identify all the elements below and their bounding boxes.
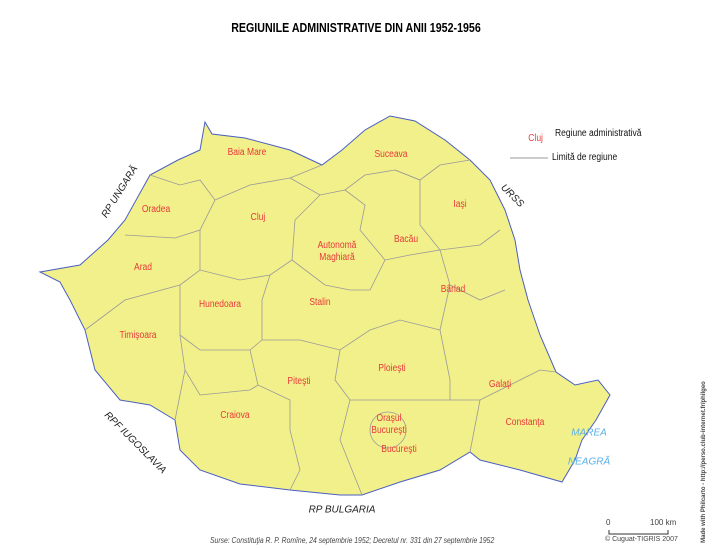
- region-label-suceava: Suceava: [374, 149, 408, 160]
- map-title: REGIUNILE ADMINISTRATIVE DIN ANII 1952-1…: [231, 20, 481, 35]
- region-label-arad: Arad: [134, 262, 152, 273]
- region-label-stalin: Stalin: [309, 297, 331, 308]
- sea-label-line2: NEAGRĂ: [567, 456, 611, 468]
- legend-boundary-label: Limită de regiune: [552, 152, 618, 163]
- region-label-bacau: Bacău: [393, 234, 419, 245]
- scale-max: 100 km: [650, 518, 677, 527]
- legend-region-label: Regiune administrativă: [555, 128, 642, 139]
- region-label-timisoara: Timişoara: [119, 330, 157, 341]
- region-boundaries: [84, 159, 557, 496]
- region-label-bucuresti: Bucureşti: [381, 444, 417, 455]
- region-label-hunedoara: Hunedoara: [198, 299, 242, 310]
- region-label-baia-mare: Baia Mare: [227, 147, 267, 158]
- source-note: Surse: Constituţia R. P. Romîne, 24 sept…: [210, 536, 495, 545]
- region-label-craiova: Craiova: [220, 410, 250, 421]
- copyright: © Cuguat-TIGRIS 2007: [605, 536, 678, 543]
- scale-zero: 0: [606, 518, 611, 527]
- sea-label-line1: MAREA: [571, 427, 607, 439]
- region-label-constanta: Constanţa: [505, 417, 545, 428]
- region-label-galati: Galaţi: [488, 379, 512, 390]
- region-label-orasul-bucuresti: Oraşul Bucureşti: [371, 413, 407, 436]
- credit-note: Made with Philcarto - http://perso.club-…: [701, 381, 707, 543]
- scale-bar: [608, 530, 669, 535]
- legend-sample-label: Cluj: [528, 133, 543, 144]
- neighbor-bulgaria: RP BULGARIA: [308, 504, 376, 516]
- region-label-oradea: Oradea: [141, 204, 171, 215]
- region-label-ploiesti: Ploieşti: [378, 363, 406, 374]
- region-label-autonoma-maghiara: Autonomă Maghiară: [317, 240, 357, 263]
- region-label-pitesti: Piteşti: [287, 376, 311, 387]
- region-label-cluj: Cluj: [250, 212, 266, 223]
- region-label-barlad: Bârlad: [440, 284, 466, 295]
- region-label-iasi: Iaşi: [453, 199, 467, 210]
